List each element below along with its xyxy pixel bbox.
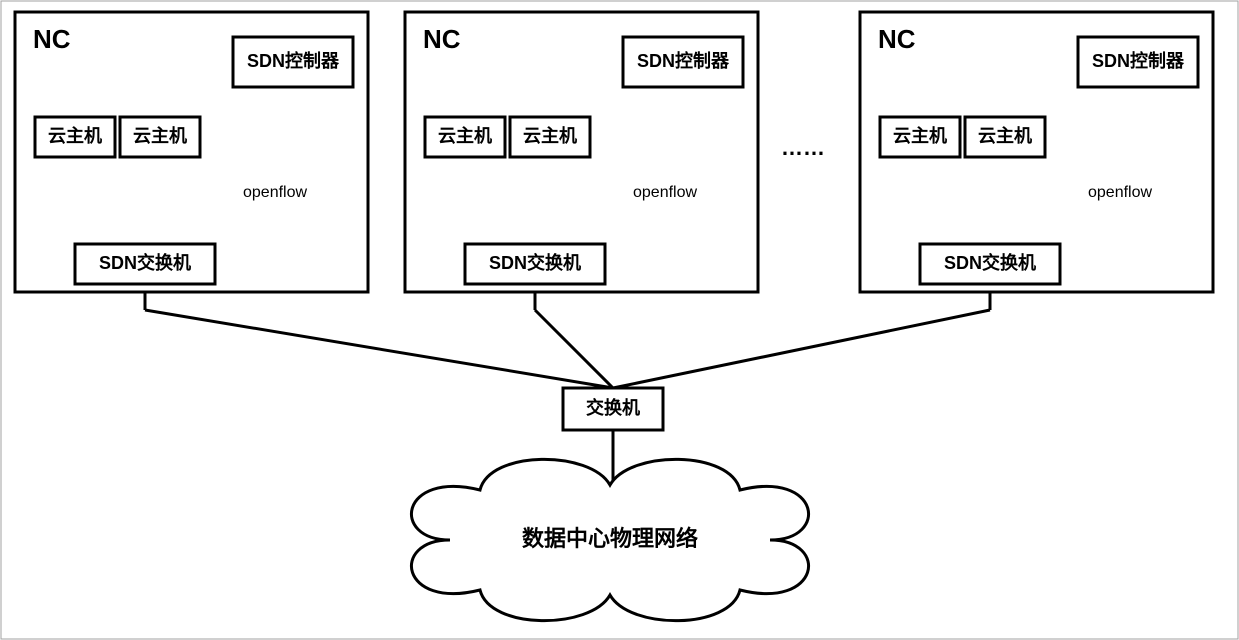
cloud-host-label: 云主机: [438, 125, 492, 146]
cloud-host-label: 云主机: [133, 125, 187, 146]
central-switch-label: 交换机: [586, 397, 640, 418]
cloud-host-label: 云主机: [523, 125, 577, 146]
cloud-host-label: 云主机: [978, 125, 1032, 146]
nc-label: NC: [878, 24, 916, 54]
sdn-controller-label: SDN控制器: [637, 50, 730, 71]
cloud-label: 数据中心物理网络: [522, 526, 698, 551]
ellipsis: ……: [781, 135, 825, 160]
sdn-controller-label: SDN控制器: [247, 50, 340, 71]
openflow-label: openflow: [1088, 184, 1152, 201]
sdn-switch-label: SDN交换机: [489, 252, 581, 273]
nc-label: NC: [423, 24, 461, 54]
cloud-host-label: 云主机: [893, 125, 947, 146]
sdn-switch-label: SDN交换机: [944, 252, 1036, 273]
openflow-label: openflow: [633, 184, 697, 201]
sdn-controller-label: SDN控制器: [1092, 50, 1185, 71]
cloud-host-label: 云主机: [48, 125, 102, 146]
edge-solid: [145, 310, 613, 388]
edge-solid: [613, 310, 990, 388]
sdn-switch-label: SDN交换机: [99, 252, 191, 273]
openflow-label: openflow: [243, 184, 307, 201]
network-diagram: NC SDN控制器云主机 云主机 SDN交换机 openflow NC SDN控制器云主机 云…: [0, 0, 1239, 640]
nc-label: NC: [33, 24, 71, 54]
